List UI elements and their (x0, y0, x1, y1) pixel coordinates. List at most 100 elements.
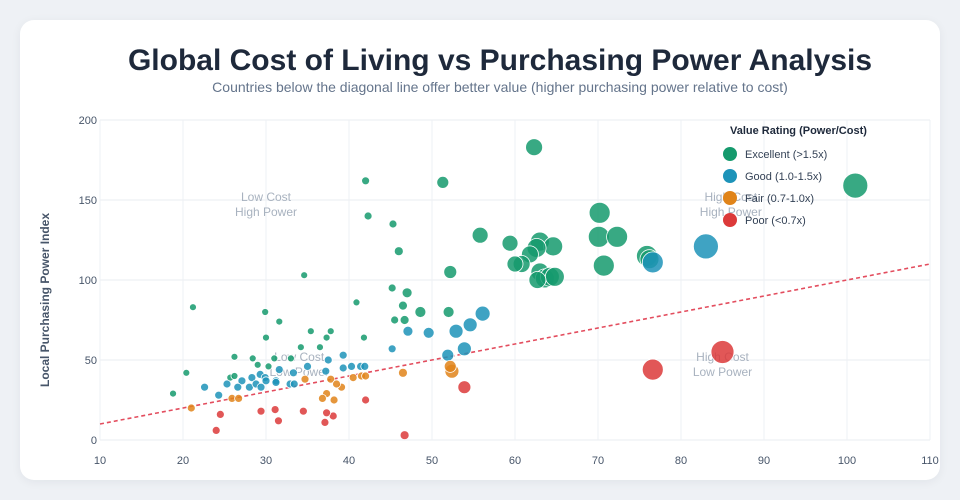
x-tick-label: 40 (343, 455, 355, 467)
y-tick-label: 200 (79, 115, 97, 127)
data-point (361, 371, 371, 381)
quadrant-label-line2: Low Power (693, 365, 752, 379)
data-point (448, 323, 464, 339)
x-tick-label: 100 (838, 455, 856, 467)
data-point (289, 379, 299, 389)
data-point (388, 219, 398, 229)
x-tick-label: 110 (921, 455, 939, 467)
data-point (234, 393, 244, 403)
data-point (286, 354, 295, 363)
legend-swatch (723, 147, 737, 161)
data-point (588, 201, 611, 224)
data-point (270, 405, 280, 415)
data-point (256, 406, 266, 416)
data-point (641, 358, 664, 381)
legend-label: Good (1.0-1.5x) (745, 171, 822, 183)
data-point (387, 283, 397, 293)
data-point (442, 306, 455, 318)
quadrant-label-line2: Low Power (270, 365, 329, 379)
data-point (393, 246, 404, 257)
legend-label: Poor (<0.7x) (745, 215, 806, 227)
data-point (399, 430, 410, 441)
data-point (525, 138, 543, 157)
x-tick-label: 20 (177, 455, 189, 467)
data-point (361, 176, 371, 186)
quadrant-label-line2: High Power (235, 205, 297, 219)
data-point (248, 354, 257, 363)
data-point (641, 251, 664, 274)
data-point (318, 393, 327, 403)
data-point (710, 340, 735, 364)
data-point (237, 376, 247, 386)
data-point (211, 425, 221, 435)
data-point (528, 271, 547, 289)
data-point (215, 409, 225, 419)
data-point (230, 372, 239, 380)
data-point (326, 327, 335, 336)
data-point (544, 266, 565, 287)
data-point (399, 315, 410, 325)
chart-subtitle: Countries below the diagonal line offer … (212, 79, 788, 95)
data-point (348, 373, 358, 383)
data-point (474, 305, 491, 322)
data-point (275, 317, 284, 326)
x-tick-label: 50 (426, 455, 438, 467)
data-point (352, 298, 361, 307)
data-point (298, 406, 308, 416)
data-point (693, 233, 719, 260)
data-point (296, 343, 305, 352)
data-point (457, 380, 472, 395)
data-point (233, 382, 243, 392)
data-point (321, 366, 331, 376)
data-point (506, 255, 524, 273)
data-point (271, 377, 281, 387)
data-point (543, 236, 564, 257)
data-point (182, 368, 191, 377)
data-point (414, 306, 427, 318)
legend-label: Fair (0.7-1.0x) (745, 193, 814, 205)
chart-title: Global Cost of Living vs Purchasing Powe… (127, 44, 873, 77)
data-point (189, 303, 197, 312)
data-point (261, 376, 271, 386)
data-point (253, 360, 262, 369)
data-point (320, 417, 330, 427)
data-point (347, 361, 356, 371)
data-point (300, 271, 309, 280)
data-point (361, 395, 371, 405)
data-point (214, 390, 224, 400)
legend-title: Value Rating (Power/Cost) (730, 125, 867, 137)
x-tick-label: 10 (94, 455, 106, 467)
data-point (261, 308, 270, 316)
x-tick-label: 70 (592, 455, 604, 467)
data-point (303, 361, 312, 371)
data-point (322, 408, 331, 418)
data-point (401, 287, 413, 299)
data-point (456, 341, 472, 357)
data-point (270, 354, 279, 363)
data-point (587, 225, 610, 248)
data-point (222, 379, 232, 389)
data-point (501, 234, 519, 252)
data-point (326, 374, 336, 384)
data-point (274, 365, 284, 375)
data-point (316, 343, 324, 352)
data-point (363, 211, 373, 221)
data-point (387, 344, 397, 354)
y-tick-label: 150 (79, 195, 97, 207)
chart-card (20, 20, 940, 480)
data-point (262, 333, 270, 342)
data-point (422, 326, 435, 339)
data-point (842, 172, 869, 199)
quadrant-label-line1: Low Cost (241, 190, 292, 204)
data-point (169, 389, 177, 398)
y-tick-label: 50 (85, 355, 97, 367)
y-axis-title: Local Purchasing Power Index (38, 213, 52, 387)
legend-label: Excellent (>1.5x) (745, 149, 827, 161)
data-point (332, 379, 341, 389)
data-point (443, 359, 457, 373)
data-point (322, 333, 331, 342)
data-point (360, 333, 368, 342)
data-point (300, 374, 310, 384)
quadrant-label-line1: Low Cost (274, 350, 325, 364)
